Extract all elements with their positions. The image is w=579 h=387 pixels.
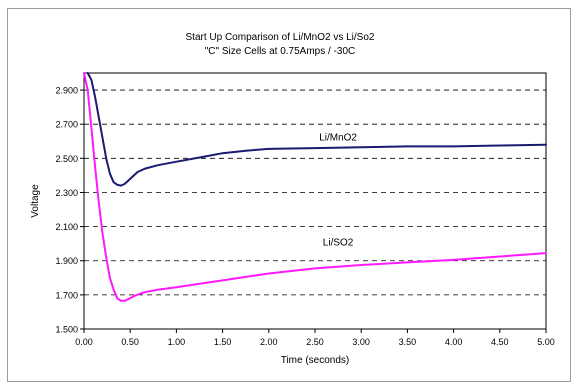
x-tick-label: 2.50	[306, 337, 324, 347]
x-tick-label: 4.50	[491, 337, 509, 347]
x-tick-label: 1.00	[168, 337, 186, 347]
y-tick-label: 2.900	[55, 86, 78, 96]
chart-title: Start Up Comparison of Li/MnO2 vs Li/So2	[186, 32, 375, 43]
series-line-1	[83, 72, 547, 302]
chart-subtitle: "C" Size Cells at 0.75Amps / -30C	[205, 46, 356, 57]
x-tick-label: 2.00	[260, 337, 278, 347]
series-annotation: Li/SO2	[323, 237, 354, 248]
x-tick-label: 5.00	[537, 337, 555, 347]
x-tick-label: 3.50	[399, 337, 417, 347]
y-tick-label: 2.100	[55, 222, 78, 232]
y-tick-label: 2.500	[55, 154, 78, 164]
y-axis-label: Voltage	[30, 184, 41, 218]
series-annotation: Li/MnO2	[319, 132, 357, 143]
y-tick-label: 2.300	[55, 188, 78, 198]
series-line-0	[86, 72, 547, 187]
x-tick-label: 1.50	[214, 337, 232, 347]
y-tick-label: 1.700	[55, 290, 78, 300]
x-tick-label: 3.00	[352, 337, 370, 347]
chart-frame: Start Up Comparison of Li/MnO2 vs Li/So2…	[7, 8, 571, 382]
y-tick-label: 1.500	[55, 325, 78, 335]
x-tick-label: 0.00	[75, 337, 93, 347]
x-tick-label: 0.50	[121, 337, 139, 347]
line-chart: Start Up Comparison of Li/MnO2 vs Li/So2…	[30, 32, 555, 366]
y-tick-label: 2.700	[55, 120, 78, 130]
x-tick-label: 4.00	[445, 337, 463, 347]
y-tick-label: 1.900	[55, 256, 78, 266]
x-axis-label: Time (seconds)	[281, 355, 350, 366]
